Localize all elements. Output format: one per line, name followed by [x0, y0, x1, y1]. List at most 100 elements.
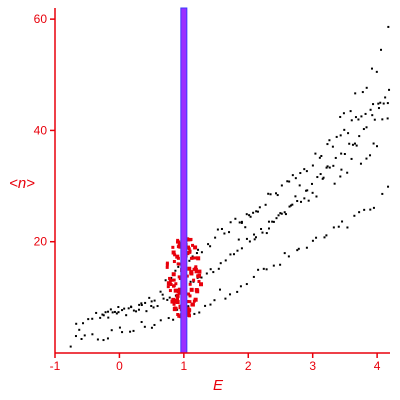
data-point: [297, 247, 300, 250]
red-data-point: [192, 278, 196, 282]
data-point: [375, 145, 378, 148]
data-point: [272, 220, 275, 223]
red-data-point: [188, 300, 192, 304]
data-point: [219, 288, 222, 291]
data-point: [237, 238, 240, 241]
x-tick-label: 1: [181, 359, 188, 373]
data-point: [228, 231, 231, 234]
data-point: [361, 91, 364, 94]
data-point: [189, 280, 192, 283]
data-point: [347, 132, 350, 135]
data-point: [87, 318, 90, 321]
red-data-point: [186, 292, 190, 296]
data-point: [316, 176, 319, 179]
data-point: [204, 304, 207, 307]
data-point: [372, 206, 375, 209]
red-data-point: [194, 267, 198, 271]
data-point: [353, 214, 356, 217]
data-point: [346, 171, 349, 174]
data-point: [269, 193, 272, 196]
data-point: [334, 156, 337, 159]
data-point: [164, 279, 167, 282]
data-point: [240, 221, 243, 224]
data-point: [102, 339, 105, 342]
data-point: [332, 164, 335, 167]
data-point: [305, 170, 308, 173]
red-data-point: [186, 250, 190, 254]
red-data-point: [186, 245, 191, 250]
data-point: [319, 173, 322, 176]
x-axis-label: E: [213, 377, 224, 394]
data-point: [253, 233, 256, 236]
points-layer: [69, 25, 391, 348]
data-point: [328, 166, 331, 169]
data-point: [384, 96, 387, 99]
data-point: [167, 317, 170, 320]
data-point: [240, 220, 243, 223]
red-data-point: [172, 278, 176, 282]
data-point: [193, 312, 196, 315]
data-point: [107, 310, 110, 313]
data-point: [252, 275, 255, 278]
red-data-point: [171, 272, 176, 277]
red-data-point: [199, 282, 204, 287]
data-point: [380, 48, 383, 51]
y-tick-label: 60: [34, 12, 48, 26]
data-point: [191, 255, 194, 258]
data-point: [168, 296, 171, 299]
red-data-point: [189, 271, 194, 276]
red-data-point: [168, 279, 172, 283]
data-point: [115, 312, 118, 315]
data-point: [78, 328, 81, 331]
data-point: [382, 102, 385, 105]
red-data-point: [172, 302, 176, 306]
data-point: [350, 157, 353, 160]
red-data-point: [188, 294, 192, 298]
data-point: [249, 215, 252, 218]
data-point: [311, 164, 314, 167]
data-point: [371, 114, 374, 117]
red-data-point: [187, 238, 191, 242]
data-point: [284, 213, 287, 216]
data-point: [99, 316, 102, 319]
data-point: [365, 86, 368, 89]
data-point: [350, 119, 353, 122]
data-point: [362, 128, 365, 131]
data-point: [369, 154, 372, 157]
data-point: [195, 252, 198, 255]
data-point: [209, 245, 212, 248]
data-point: [174, 269, 177, 272]
data-point: [95, 311, 98, 314]
data-point: [102, 314, 105, 317]
data-point: [248, 214, 251, 217]
data-point: [381, 192, 384, 195]
data-point: [265, 268, 268, 271]
red-data-point: [191, 243, 195, 247]
red-data-point: [176, 238, 180, 242]
red-data-point: [172, 284, 176, 288]
data-point: [216, 228, 219, 231]
data-point: [288, 205, 291, 208]
data-point: [339, 134, 342, 137]
data-point: [354, 92, 357, 95]
data-point: [130, 305, 133, 308]
red-data-point: [165, 263, 169, 267]
data-point: [213, 299, 216, 302]
data-point: [140, 302, 143, 305]
data-point: [307, 199, 310, 202]
data-point: [340, 152, 343, 155]
x-tick-label: 4: [374, 359, 381, 373]
red-data-point: [194, 270, 198, 274]
data-point: [207, 243, 210, 246]
data-point: [271, 220, 274, 223]
data-point: [283, 211, 286, 214]
data-point: [209, 303, 212, 306]
data-point: [291, 174, 294, 177]
data-point: [113, 310, 116, 313]
data-point: [318, 156, 321, 159]
y-tick-label: 20: [34, 235, 48, 249]
data-point: [339, 175, 342, 178]
data-point: [310, 182, 313, 185]
data-point: [326, 143, 329, 146]
data-point: [107, 316, 110, 319]
